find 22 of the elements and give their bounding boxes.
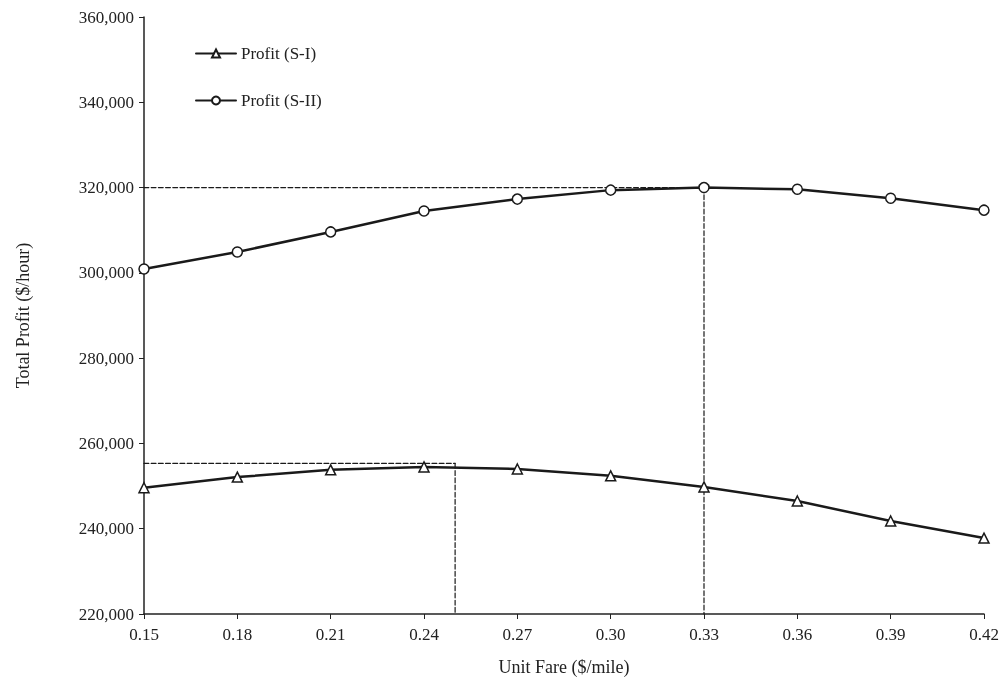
x-tick-label: 0.27	[502, 625, 533, 644]
x-tick-label: 0.18	[222, 625, 253, 644]
y-tick-label: 260,000	[78, 433, 134, 453]
x-tick-label: 0.15	[129, 625, 159, 644]
x-axis-title: Unit Fare ($/mile)	[498, 657, 630, 678]
x-tick-label: 0.24	[409, 625, 440, 644]
x-tick-label: 0.36	[782, 625, 813, 644]
x-tick-label: 0.21	[315, 625, 346, 644]
x-tick-label: 0.30	[595, 625, 626, 644]
y-tick-label: 360,000	[78, 7, 134, 27]
y-tick-label: 340,000	[78, 92, 134, 112]
y-axis-title: Total Profit ($/hour)	[13, 242, 34, 389]
x-tick-label: 0.33	[689, 625, 719, 644]
legend-label: Profit (S-II)	[241, 91, 322, 110]
y-tick-label: 320,000	[78, 178, 134, 198]
y-tick-label: 240,000	[78, 519, 134, 539]
y-tick-label: 300,000	[78, 263, 134, 283]
x-tick-label: 0.42	[969, 625, 999, 644]
legend-label: Profit (S-I)	[241, 44, 317, 63]
y-tick-label: 220,000	[78, 604, 134, 624]
y-tick-label: 280,000	[78, 348, 134, 368]
x-tick-label: 0.39	[875, 625, 906, 644]
